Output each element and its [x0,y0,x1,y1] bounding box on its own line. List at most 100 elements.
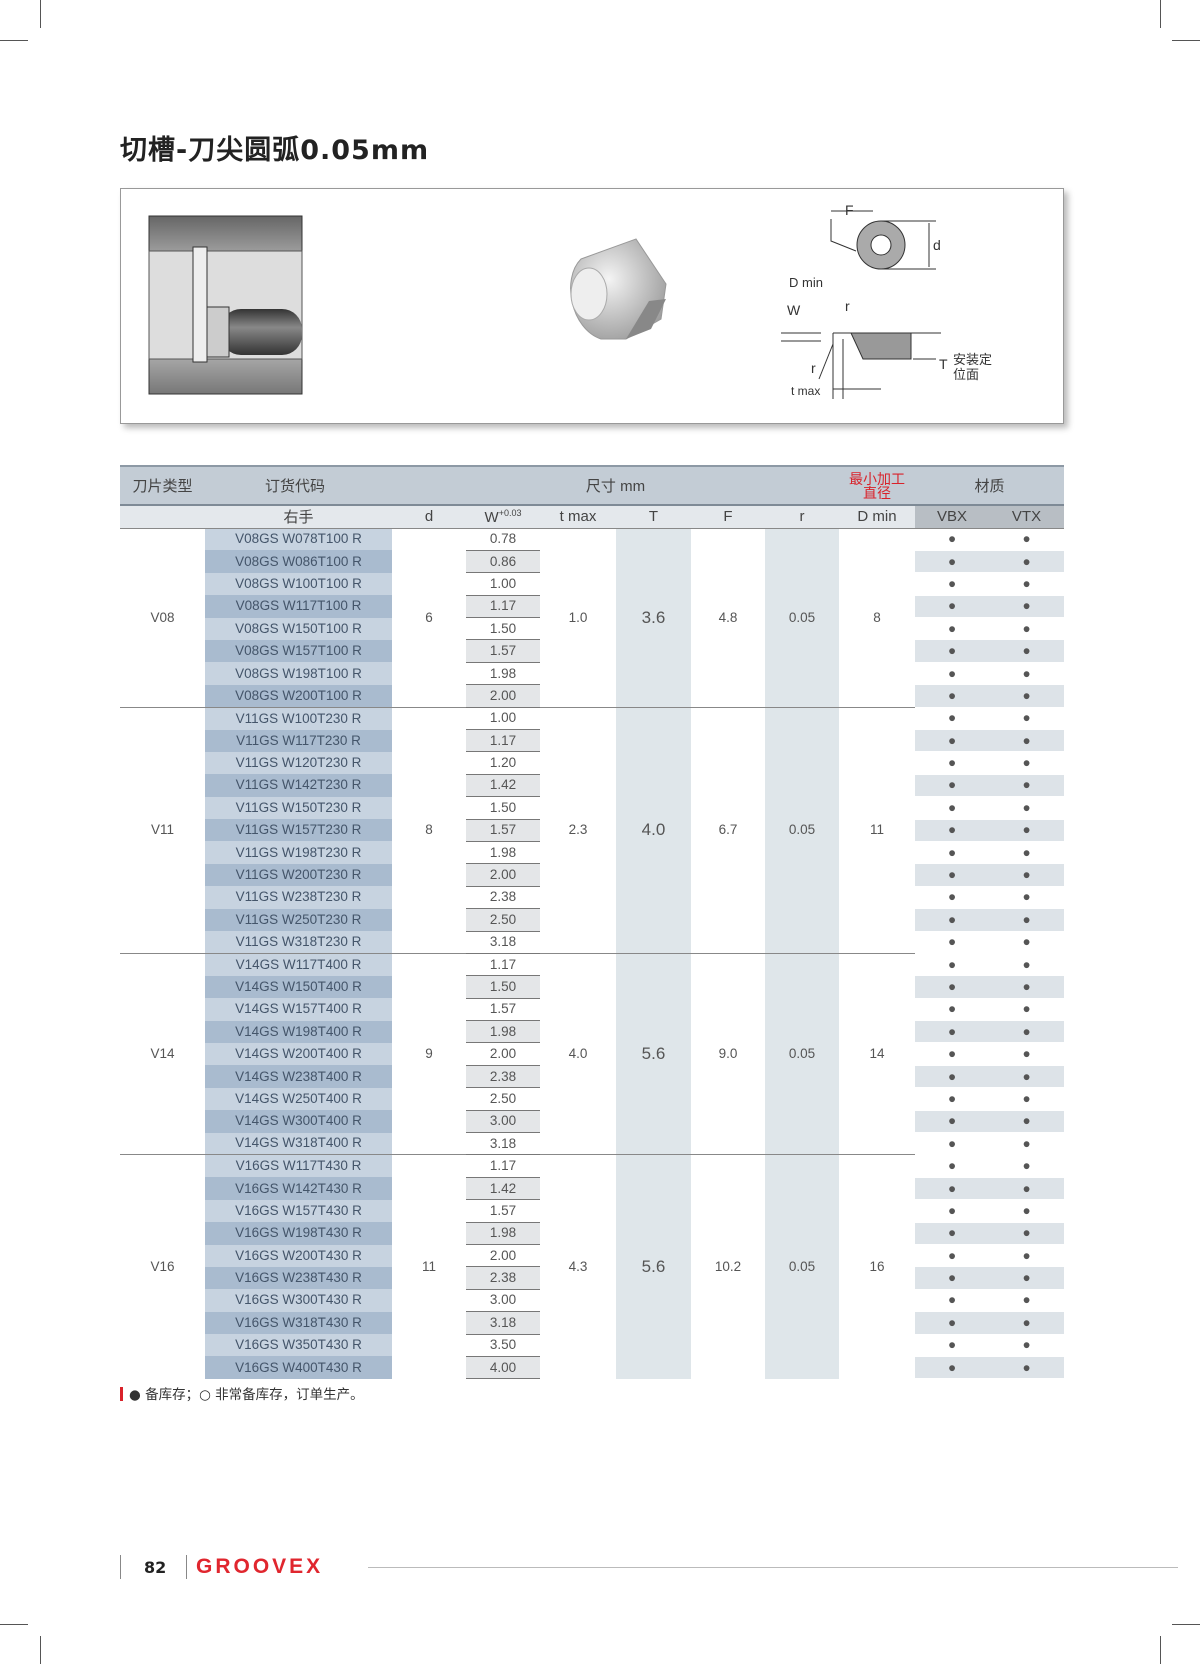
vtx-stock-dot: ● [989,952,1065,977]
order-code-cell: V16GS W318T430 R [205,1311,392,1335]
vtx-stock-dot: ● [989,1020,1065,1044]
w-cell: 1.00 [466,706,540,731]
vtx-stock-dot: ● [989,931,1065,954]
table-row: V11GS W198T230 R 1.98 ● ● [120,841,1065,865]
product-table: 刀片类型 订货代码 尺寸 mm 最小加工直径 材质 右手 d W+0.03 t … [120,465,1065,1380]
vbx-stock-dot: ● [915,1154,990,1178]
label-F: F [845,202,854,218]
order-code-cell: V11GS W250T230 R [205,908,392,932]
order-code-cell: V14GS W250T400 R [205,1087,392,1111]
header-dmin-sub: D min [839,505,916,529]
dmin-cell: 11 [839,706,916,954]
r-cell: 0.05 [765,952,840,1155]
vbx-stock-dot: ● [915,774,990,798]
vbx-stock-dot: ● [915,528,990,551]
w-cell: 1.57 [466,819,540,842]
header-T: T [616,505,691,529]
insert-type-cell: V16 [120,1154,205,1379]
table-row: V16GS W400T430 R 4.00 ● ● [120,1356,1065,1380]
vbx-stock-dot: ● [915,796,990,820]
crop-mark [0,1624,28,1625]
table-row: V08GS W157T100 R 1.57 ● ● [120,639,1065,663]
F-cell: 4.8 [718,609,738,625]
table-row: V08GS W117T100 R 1.17 ● ● [120,595,1065,619]
vtx-stock-dot: ● [989,1222,1065,1246]
crop-mark [1172,40,1200,41]
vtx-stock-dot: ● [989,819,1065,842]
tmax-cell: 2.3 [540,706,616,954]
table-row: V14GS W157T400 R 1.57 ● ● [120,998,1065,1022]
w-cell: 2.00 [466,1042,540,1066]
order-code-cell: V08GS W198T100 R [205,662,392,685]
vtx-stock-dot: ● [989,550,1065,574]
order-code-cell: V11GS W150T230 R [205,796,392,820]
vtx-stock-dot: ● [989,595,1065,619]
r-cell: 0.05 [765,1154,840,1379]
label-r: r [845,298,850,314]
w-cell: 3.18 [466,1132,540,1156]
w-cell: 1.17 [466,952,540,977]
vtx-stock-dot: ● [989,1087,1065,1111]
header-size: 尺寸 mm [392,465,840,506]
order-code-cell: V08GS W086T100 R [205,550,392,573]
order-code-cell: V16GS W200T430 R [205,1244,392,1267]
header-r: r [765,505,840,529]
table-row: V11GS W238T230 R 2.38 ● ● [120,886,1065,910]
vtx-stock-dot: ● [989,1334,1065,1357]
vbx-stock-dot: ● [915,1356,990,1380]
label-T: T [939,356,948,372]
table-row: V16GS W198T430 R 1.98 ● ● [120,1222,1065,1246]
order-code-cell: V16GS W117T430 R [205,1154,392,1178]
label-d: d [933,237,941,253]
vtx-stock-dot: ● [989,841,1065,865]
order-code-cell: V11GS W100T230 R [205,706,392,730]
w-cell: 2.00 [466,1244,540,1268]
w-cell: 1.98 [466,841,540,865]
d-cell: 9 [392,952,466,1155]
vtx-stock-dot: ● [989,998,1065,1022]
dmin-cell: 8 [873,609,881,625]
table-row: V11GS W250T230 R 2.50 ● ● [120,908,1065,932]
vtx-stock-dot: ● [989,528,1065,551]
header-material: 材质 [915,465,1065,506]
tmax-cell: 4.3 [540,1154,616,1379]
vtx-stock-dot: ● [989,774,1065,798]
dmin-cell: 14 [839,952,916,1155]
table-row: V11GS W318T230 R 3.18 ● ● [120,931,1065,954]
w-cell: 2.38 [466,886,540,910]
w-cell: 3.00 [466,1289,540,1313]
vbx-stock-dot: ● [915,975,990,999]
d-cell: 6 [425,609,433,625]
w-cell: 1.57 [466,1199,540,1223]
d-cell: 8 [392,706,466,954]
w-cell: 1.00 [466,572,540,596]
order-code-cell: V16GS W350T430 R [205,1334,392,1357]
w-cell: 1.50 [466,617,540,641]
order-code-cell: V08GS W100T100 R [205,572,392,596]
note-text: ● 备库存；○ 非常备库存，订单生产。 [129,1387,364,1403]
vtx-stock-dot: ● [989,617,1065,641]
table-row: V08 V08GS W078T100 R 6 0.78 1.0 3.6 4.8 0.05 8 ● ● [120,528,1065,708]
table-row: V08GS W198T100 R 1.98 ● ● [120,662,1065,686]
table-row: V16GS W157T430 R 1.57 ● ● [120,1199,1065,1223]
crop-mark [1172,1624,1200,1625]
header-order-code: 订货代码 [205,465,392,506]
vbx-stock-dot: ● [915,931,990,954]
brand-logo: GROOVEX [196,1555,324,1578]
vbx-stock-dot: ● [915,1289,990,1313]
note-marker [120,1387,123,1401]
vbx-stock-dot: ● [915,1020,990,1044]
w-cell: 1.42 [466,1177,540,1201]
crop-mark [1160,1636,1161,1664]
table-row: V16GS W238T430 R 2.38 ● ● [120,1266,1065,1290]
table-row: V08GS W100T100 R 1.00 ● ● [120,572,1065,596]
vtx-stock-dot: ● [989,1065,1065,1089]
order-code-cell: V14GS W238T400 R [205,1065,392,1088]
table-row: V16GS W200T430 R 2.00 ● ● [120,1244,1065,1268]
w-cell: 2.38 [466,1065,540,1089]
header-tmax: t max [540,505,616,529]
vtx-stock-dot: ● [989,684,1065,708]
tmax-cell: 1.0 [568,609,588,625]
vbx-stock-dot: ● [915,662,990,686]
table-row: V14GS W200T400 R 2.00 ● ● [120,1042,1065,1066]
